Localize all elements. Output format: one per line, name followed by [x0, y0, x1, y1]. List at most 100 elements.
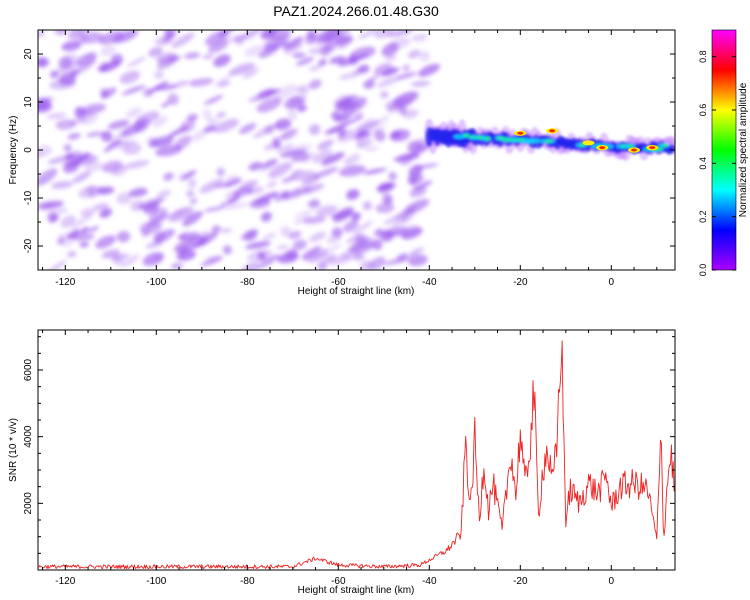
- noise-blob: [199, 178, 225, 194]
- chart-title: PAZ1.2024.266.01.48.G30: [273, 3, 439, 19]
- noise-blob: [228, 62, 256, 76]
- noise-blob: [260, 211, 272, 222]
- noise-blob: [213, 74, 233, 87]
- noise-blob: [111, 166, 127, 176]
- noise-blob: [100, 88, 109, 98]
- y-tick-label: 20: [23, 48, 34, 60]
- noise-blob-group: [38, 30, 441, 270]
- signal-peak-core: [649, 146, 656, 150]
- noise-blob: [100, 60, 121, 73]
- noise-blob: [280, 190, 290, 201]
- signal-peak-core: [599, 146, 606, 150]
- noise-blob: [92, 203, 109, 211]
- noise-blob: [119, 70, 141, 84]
- noise-blob: [108, 128, 131, 145]
- noise-blob: [363, 168, 387, 175]
- x-tick-label: -120: [55, 576, 75, 587]
- colorbar-tick-label: 0.4: [698, 157, 708, 170]
- noise-blob: [243, 67, 260, 79]
- noise-blob: [149, 135, 174, 147]
- noise-blob: [264, 30, 288, 38]
- noise-blob: [171, 32, 195, 49]
- noise-blob: [335, 98, 353, 112]
- noise-blob: [338, 165, 367, 177]
- heatmap-signal-track: [424, 118, 675, 161]
- noise-blob: [156, 189, 171, 199]
- noise-blob: [257, 251, 267, 261]
- colorbar-tick-label: 0.2: [698, 210, 708, 223]
- noise-blob: [112, 30, 139, 44]
- signal-peak-outer: [582, 140, 595, 146]
- y-tick-label: 0: [23, 147, 34, 153]
- heatmap-y-axis-label: Frequency (Hz): [8, 116, 19, 185]
- noise-blob: [390, 130, 401, 140]
- noise-blob: [297, 104, 307, 113]
- noise-blob: [211, 225, 221, 234]
- noise-blob: [261, 158, 278, 168]
- noise-blob: [205, 255, 223, 263]
- noise-blob: [239, 180, 258, 190]
- noise-blob: [61, 40, 82, 52]
- y-tick-label: -10: [23, 190, 34, 205]
- noise-blob: [293, 185, 312, 194]
- noise-blob: [410, 80, 431, 87]
- noise-blob: [263, 41, 289, 51]
- noise-blob: [333, 206, 354, 223]
- noise-blob: [55, 119, 76, 130]
- noise-blob: [256, 88, 275, 99]
- noise-blob: [331, 227, 343, 238]
- y-tick-label: 6000: [23, 358, 34, 381]
- noise-blob: [280, 128, 298, 141]
- noise-blob: [79, 242, 89, 248]
- noise-blob: [100, 45, 116, 57]
- noise-blob: [88, 225, 100, 233]
- noise-blob: [318, 58, 327, 67]
- noise-blob: [203, 94, 224, 105]
- y-tick-label: -20: [23, 238, 34, 253]
- noise-blob: [38, 56, 47, 67]
- noise-blob: [208, 40, 229, 53]
- colorbar-tick-label: 0.0: [698, 264, 708, 277]
- noise-blob: [308, 252, 328, 264]
- noise-blob: [46, 113, 67, 119]
- noise-blob: [383, 216, 400, 225]
- noise-blob: [262, 233, 277, 240]
- y-tick-label: 10: [23, 96, 34, 108]
- noise-blob: [396, 72, 417, 80]
- noise-blob: [264, 34, 290, 47]
- noise-blob: [340, 248, 360, 259]
- noise-blob: [378, 115, 390, 124]
- noise-blob: [194, 231, 218, 248]
- noise-blob: [81, 103, 107, 115]
- noise-blob: [220, 227, 232, 234]
- noise-blob: [348, 54, 359, 65]
- noise-blob: [292, 239, 307, 251]
- noise-blob: [322, 253, 336, 264]
- noise-blob: [321, 152, 345, 166]
- noise-blob: [380, 91, 389, 99]
- noise-blob: [259, 254, 280, 268]
- noise-blob: [408, 254, 428, 267]
- noise-blob: [355, 234, 368, 244]
- noise-blob: [67, 229, 81, 240]
- noise-blob: [176, 250, 197, 261]
- noise-blob: [168, 55, 182, 62]
- noise-blob: [125, 107, 142, 118]
- noise-blob: [186, 189, 195, 198]
- noise-blob: [315, 205, 338, 217]
- noise-blob: [329, 56, 346, 64]
- colorbar-fill: [711, 29, 737, 271]
- snr-series-line: [38, 340, 675, 570]
- noise-blob: [66, 251, 77, 258]
- noise-blob: [396, 253, 408, 262]
- noise-blob: [362, 201, 373, 211]
- noise-blob: [295, 56, 315, 66]
- noise-blob: [244, 186, 265, 195]
- noise-blob: [213, 54, 231, 67]
- noise-blob: [55, 207, 68, 214]
- noise-blob: [324, 243, 343, 253]
- signal-highlight-green: [661, 144, 668, 147]
- noise-blob: [189, 197, 198, 205]
- noise-blob: [95, 235, 116, 249]
- noise-blob: [186, 113, 198, 122]
